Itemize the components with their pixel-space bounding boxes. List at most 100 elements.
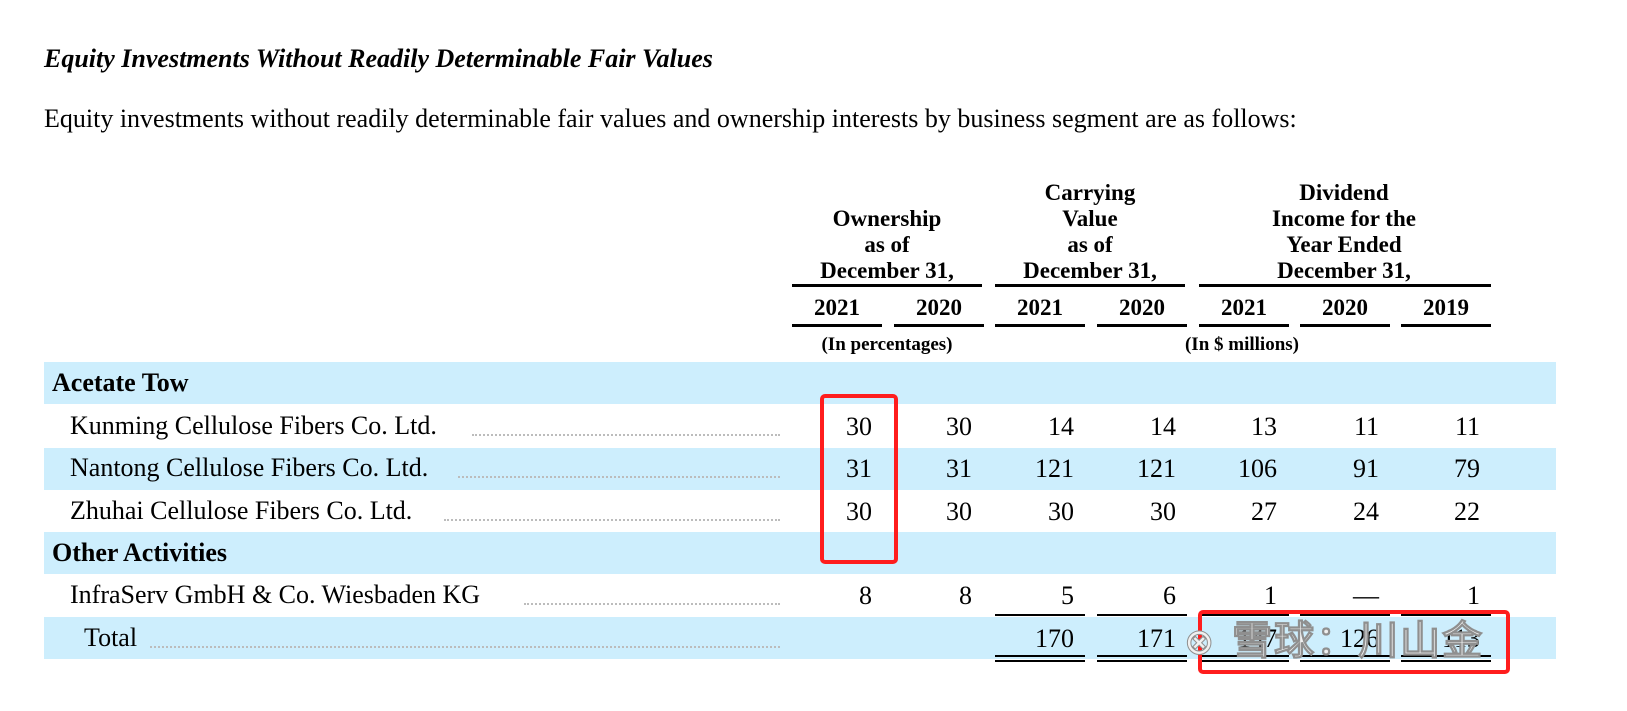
section-band [44,362,1556,404]
table-cell: 5 [1061,581,1074,610]
year-rule [995,324,1085,327]
year-rule [1097,324,1187,327]
year-rule [1300,324,1390,327]
table-cell: 1 [1467,581,1480,610]
table-cell: 121 [1035,454,1074,483]
intro-paragraph: Equity investments without readily deter… [44,104,1297,133]
total-cell: 171 [1137,624,1176,653]
table-cell: 13 [1251,412,1277,441]
table-cell: 79 [1454,454,1480,483]
double-rule [1097,660,1187,662]
ownership-header: Ownership as of December 31, [792,206,982,284]
dividend-rule [1199,284,1491,287]
table-cell: 14 [1150,412,1176,441]
carrying-value-header: Carrying Value as of December 31, [995,180,1185,284]
dot-leader [150,646,780,648]
double-rule [995,655,1085,657]
double-rule [1300,655,1390,657]
row-band [44,448,1556,490]
watermark-logo-icon: ⊗ [1183,622,1217,664]
watermark-text: 雪球：川山金 [1232,618,1485,665]
table-cell: 30 [846,412,872,441]
table-cell: 6 [1163,581,1176,610]
sum-rule [1097,614,1187,616]
table-cell: 31 [846,454,872,483]
year-header: 2021 [1221,295,1267,320]
dot-leader [524,603,780,605]
dot-leader [444,519,780,521]
row-label: Zhuhai Cellulose Fibers Co. Ltd. [70,496,413,525]
carrying-rule [995,284,1185,287]
double-rule [1199,660,1289,662]
sum-rule [1401,614,1491,616]
year-rule [1199,324,1289,327]
dividend-header-line: Year Ended [1286,232,1402,257]
table-cell: 11 [1353,412,1379,441]
dividend-header-line: December 31, [1277,258,1411,283]
total-cell: 147 [1238,624,1277,653]
total-label: Total [84,623,138,652]
ownership-rule [792,284,982,287]
ownership-header-line: December 31, [820,258,954,283]
dividend-header-line: Dividend [1299,180,1389,205]
highlight-box-ownership [820,394,898,564]
row-label: Nantong Cellulose Fibers Co. Ltd. [70,453,429,482]
double-rule [1097,655,1187,657]
dividend-income-header: Dividend Income for the Year Ended Decem… [1199,180,1489,284]
section-band [44,532,1556,574]
year-rule [792,324,882,327]
unit-millions-label: (In $ millions) [1184,334,1300,355]
table-cell: 22 [1454,497,1480,526]
year-rule [1401,324,1491,327]
section-acetate-tow: Acetate Tow [52,368,189,397]
double-rule [1401,660,1491,662]
table-cell: 30 [846,497,872,526]
year-header: 2021 [814,295,860,320]
year-header: 2021 [1017,295,1063,320]
carrying-header-line: Value [1062,206,1118,231]
ownership-header-line: as of [864,232,910,257]
sum-rule [1199,614,1289,616]
table-cell: 30 [1150,497,1176,526]
dividend-header-line: Income for the [1272,206,1416,231]
unit-percent-label: (In percentages) [821,334,953,355]
row-label: Kunming Cellulose Fibers Co. Ltd. [70,411,437,440]
sum-rule [1300,614,1390,616]
table-cell: 30 [946,412,972,441]
table-cell: 11 [1454,412,1480,441]
table-cell: 1 [1264,581,1277,610]
dot-leader [458,476,780,478]
total-cell: 126 [1340,624,1379,653]
dot-leader [472,434,780,436]
table-cell: 121 [1137,454,1176,483]
ownership-header-line: Ownership [832,206,942,231]
double-rule [1199,655,1289,657]
table-cell: 8 [859,581,872,610]
year-header: 2020 [1322,295,1368,320]
table-cell: — [1353,581,1379,610]
carrying-header-line: December 31, [1023,258,1157,283]
year-header: 2020 [916,295,962,320]
table-cell: 30 [946,497,972,526]
table-cell: 31 [946,454,972,483]
double-rule [1401,655,1491,657]
total-cell: 113 [1441,624,1480,653]
sum-rule [995,614,1085,616]
watermark: ⊗ 雪球：川山金 [1183,608,1485,666]
carrying-header-line: as of [1067,232,1113,257]
table-cell: 14 [1048,412,1074,441]
double-rule [995,660,1085,662]
table-cell: 106 [1238,454,1277,483]
section-other-activities: Other Activities [52,538,227,567]
table-cell: 91 [1353,454,1379,483]
double-rule [1300,660,1390,662]
table-cell: 30 [1048,497,1074,526]
year-header: 2020 [1119,295,1165,320]
table-cell: 27 [1251,497,1277,526]
highlight-box-dividend-total [1198,610,1510,674]
total-band [44,617,1556,659]
table-cell: 24 [1353,497,1379,526]
table-cell: 8 [959,581,972,610]
row-label: InfraServ GmbH & Co. Wiesbaden KG [70,580,481,609]
year-header: 2019 [1423,295,1469,320]
